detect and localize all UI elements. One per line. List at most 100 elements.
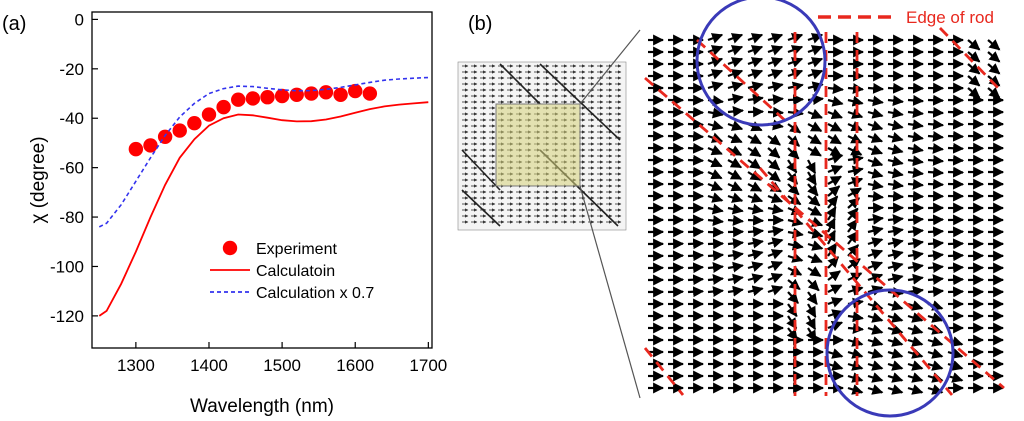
field-arrow (786, 159, 798, 174)
field-arrow (707, 238, 725, 250)
experiment-point (260, 90, 275, 105)
field-arrow (805, 327, 817, 342)
field-arrow (707, 107, 724, 119)
experiment-point (231, 92, 246, 107)
field-arrow (887, 348, 904, 359)
field-arrow (847, 187, 862, 199)
field-arrow (787, 147, 800, 160)
field-arrow (807, 266, 822, 278)
field-arrow (767, 192, 784, 203)
field-arrow (867, 348, 884, 359)
field-arrow (987, 51, 1001, 63)
field-arrow (827, 164, 843, 176)
field-arrow (887, 372, 904, 383)
field-arrow (805, 159, 817, 175)
zoom-line-top (579, 29, 641, 105)
field-arrow (847, 322, 864, 334)
field-arrow (747, 69, 764, 80)
field-arrow (827, 108, 843, 120)
field-arrow (707, 226, 725, 238)
field-arrow (825, 217, 836, 233)
experiment-point (172, 123, 187, 138)
field-arrow (927, 214, 945, 226)
field-arrow (947, 262, 965, 274)
field-arrow (867, 190, 884, 202)
thumbnail-streak (461, 149, 501, 191)
field-arrow (847, 95, 864, 107)
field-arrow (846, 219, 858, 233)
field-arrow (927, 154, 945, 166)
field-arrow (747, 285, 764, 297)
field-arrow (887, 214, 904, 226)
field-arrow (867, 179, 884, 191)
experiment-point (187, 115, 202, 131)
field-arrow (846, 231, 858, 245)
thumbnail-streak (539, 63, 621, 141)
field-arrow (707, 274, 724, 286)
field-arrow (707, 33, 724, 44)
field-arrow (867, 312, 884, 323)
x-tick-label: 1600 (336, 356, 374, 375)
field-arrow (927, 118, 945, 130)
field-arrow (727, 145, 743, 156)
field-arrow (786, 303, 798, 318)
field-arrow (867, 285, 884, 296)
y-tick-label: -60 (59, 159, 84, 178)
field-arrow (727, 133, 743, 144)
field-arrow (767, 225, 784, 237)
field-arrow (787, 94, 805, 106)
rod-edge-line (696, 38, 791, 127)
calc-scaled-line (98, 76, 429, 228)
field-arrow (806, 291, 818, 305)
field-arrow (727, 93, 744, 105)
field-arrow (807, 108, 823, 120)
calc-line (98, 101, 429, 317)
field-arrow (747, 226, 765, 238)
rod-edge-line (643, 347, 685, 396)
field-arrow (807, 145, 822, 157)
field-arrow (727, 203, 744, 215)
field-arrow (807, 121, 823, 132)
experiment-point (348, 83, 363, 99)
field-arrow (787, 183, 800, 196)
field-arrow (747, 146, 762, 158)
field-arrow (947, 154, 965, 166)
field-arrow (827, 95, 844, 107)
field-arrow (927, 336, 944, 347)
field-arrow (907, 261, 924, 273)
field-arrow (807, 240, 824, 251)
field-arrow (907, 300, 924, 311)
field-arrow (767, 147, 781, 159)
field-arrow (907, 226, 924, 237)
field-arrow (927, 106, 945, 118)
highlight-circle-bottom (825, 288, 955, 418)
field-arrow (927, 360, 944, 371)
field-arrow (947, 250, 965, 262)
field-arrow (847, 133, 863, 144)
experiment-point (216, 99, 231, 115)
field-arrow (907, 143, 924, 155)
field-arrow (907, 178, 924, 190)
field-arrow (907, 384, 924, 395)
field-arrow (727, 81, 744, 92)
field-arrow (707, 169, 723, 180)
field-arrow (887, 107, 904, 119)
field-arrow (867, 168, 884, 179)
field-arrow (907, 285, 924, 297)
field-arrow (747, 45, 764, 56)
field-arrow (687, 262, 705, 274)
field-arrow (967, 63, 981, 75)
field-arrow (747, 158, 762, 170)
field-arrow (707, 69, 724, 80)
rod-edge-line (644, 76, 1005, 390)
field-arrow (826, 195, 839, 209)
plot-frame (91, 11, 433, 349)
field-arrow (767, 170, 781, 182)
overview-thumbnail (457, 61, 627, 231)
field-arrow (927, 262, 944, 274)
axis-ticks: 1300 1400 1500 1600 1700 0 -20 -40 -60 -80 -100 -12… (50, 10, 447, 375)
field-arrow (727, 33, 744, 44)
field-arrow (827, 133, 842, 145)
field-arrow (947, 106, 965, 118)
field-arrow (747, 181, 763, 192)
